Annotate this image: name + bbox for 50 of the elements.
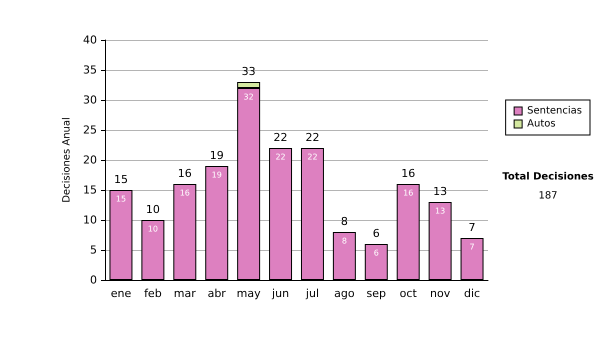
x-tick-label: jun [271, 287, 290, 300]
y-tick-label: 20 [83, 154, 97, 166]
y-tick-label: 25 [83, 124, 97, 136]
data-label: 22 [275, 152, 286, 162]
total-label: 13 [433, 185, 448, 198]
y-tick-label: 5 [90, 244, 97, 256]
data-label: 7 [469, 242, 475, 252]
data-label: 15 [116, 194, 126, 204]
x-tick-label: nov [430, 287, 451, 300]
x-tick-label: abr [208, 287, 226, 300]
total-label: 22 [274, 131, 288, 144]
x-tick-label: feb [144, 287, 162, 300]
y-tick-label: 10 [83, 214, 97, 226]
total-label: 8 [340, 215, 348, 228]
data-label: 10 [148, 224, 158, 234]
y-tick-label: 30 [83, 94, 97, 106]
text: Total Decisiones [502, 172, 594, 182]
data-label: 19 [212, 170, 222, 180]
y-tick-label: 40 [83, 34, 97, 46]
x-tick-label: ene [110, 287, 132, 300]
data-label: 13 [435, 206, 446, 216]
x-tick-label: may [236, 287, 262, 300]
x-tick-label: jul [304, 287, 320, 300]
text: 187 [538, 190, 558, 202]
x-tick-label: sep [366, 287, 386, 300]
x-tick-label: mar [174, 287, 196, 300]
legend-label: Autos [527, 118, 556, 130]
y-tick-label: 15 [83, 184, 97, 196]
total-label: 15 [114, 173, 128, 186]
y-tick-label: 0 [90, 274, 97, 286]
legend-label: Sentencias [527, 106, 582, 116]
total-label: 33 [242, 65, 256, 78]
y-axis-title: Decisiones Anual [62, 117, 73, 203]
data-label: 22 [307, 152, 318, 162]
total-label: 22 [305, 131, 320, 144]
data-label: 32 [244, 92, 254, 102]
x-tick-label: dic [464, 287, 480, 300]
data-label: 8 [342, 236, 347, 246]
total-label: 6 [372, 227, 380, 240]
x-tick-label: ago [334, 287, 355, 300]
total-label: 16 [401, 167, 416, 180]
data-label: 16 [180, 188, 190, 198]
data-label: 6 [374, 248, 379, 258]
data-label: 16 [403, 188, 414, 198]
x-tick-label: oct [400, 287, 418, 300]
total-label: 7 [468, 221, 476, 234]
total-label: 10 [146, 203, 160, 216]
total-label: 16 [178, 167, 192, 180]
y-tick-label: 35 [83, 64, 97, 76]
total-label: 19 [210, 149, 224, 162]
